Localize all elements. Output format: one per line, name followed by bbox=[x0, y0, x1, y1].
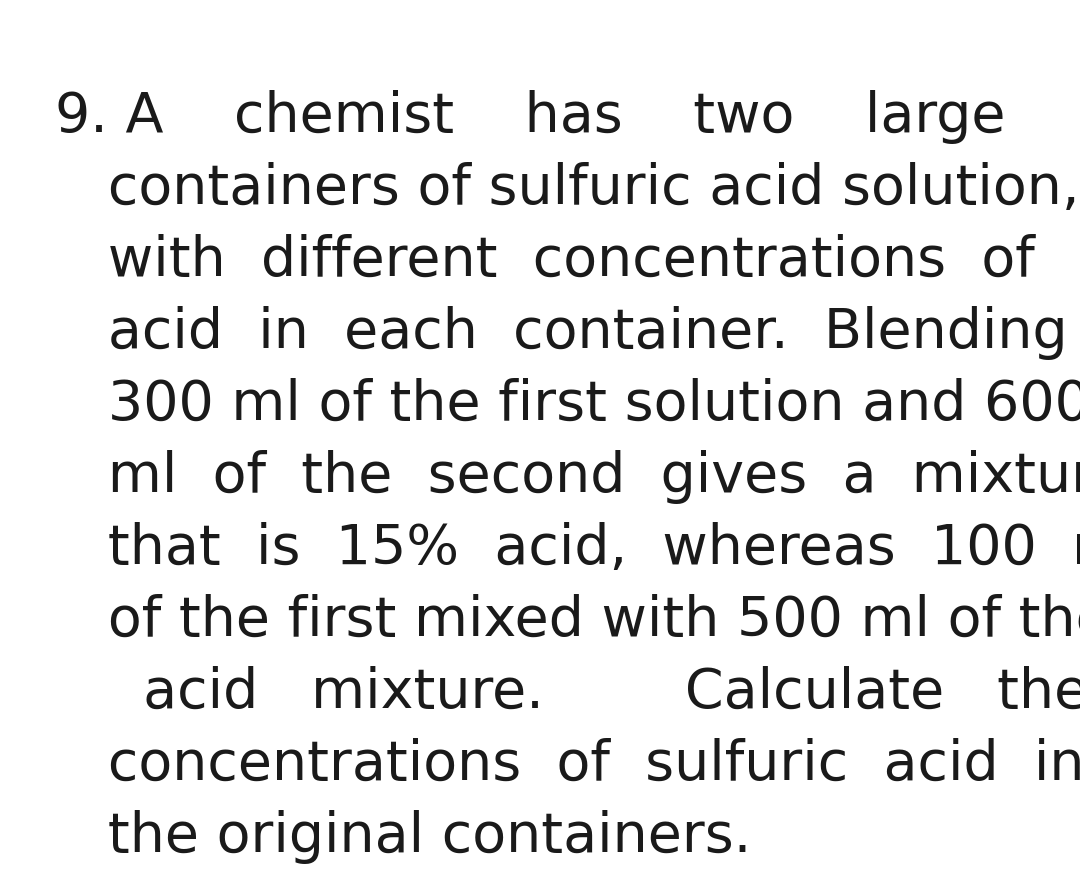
Text: containers of sulfuric acid solution,: containers of sulfuric acid solution, bbox=[55, 162, 1080, 216]
Text: with  different  concentrations  of: with different concentrations of bbox=[55, 234, 1035, 288]
Text: 300 ml of the first solution and 600: 300 ml of the first solution and 600 bbox=[55, 378, 1080, 432]
Text: 9. A    chemist    has    two    large: 9. A chemist has two large bbox=[55, 90, 1005, 144]
Text: of the first mixed with 500 ml of the: of the first mixed with 500 ml of the bbox=[55, 594, 1080, 648]
Text: acid   mixture.        Calculate   the: acid mixture. Calculate the bbox=[55, 666, 1080, 720]
Text: concentrations  of  sulfuric  acid  in: concentrations of sulfuric acid in bbox=[55, 738, 1080, 792]
Text: ml  of  the  second  gives  a  mixture: ml of the second gives a mixture bbox=[55, 450, 1080, 504]
Text: the original containers.: the original containers. bbox=[55, 810, 752, 864]
Text: acid  in  each  container.  Blending: acid in each container. Blending bbox=[55, 306, 1068, 360]
Text: that  is  15%  acid,  whereas  100  ml: that is 15% acid, whereas 100 ml bbox=[55, 522, 1080, 576]
